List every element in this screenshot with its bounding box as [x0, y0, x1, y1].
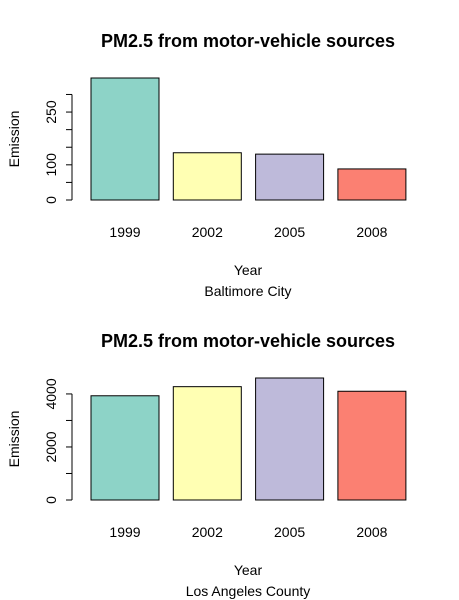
chart-2-category-label: 2002 [192, 524, 223, 540]
chart-1-category-labels: 1999 2002 2005 2008 [109, 224, 387, 240]
chart-1-ylabel: Emission [6, 111, 22, 168]
chart-panel-2: PM2.5 from motor-vehicle sources Year Lo… [6, 331, 407, 599]
chart-2-bars [90, 377, 407, 501]
chart-1-bar-2005 [255, 153, 325, 201]
chart-1-category-label: 2002 [192, 224, 223, 240]
chart-2-xlabel: Year [234, 562, 263, 578]
chart-1-y-tick-label: 250 [43, 100, 59, 124]
chart-2-category-label: 1999 [109, 524, 140, 540]
chart-1-category-label: 2008 [356, 224, 387, 240]
chart-2-y-axis: 0 2000 4000 [43, 378, 73, 504]
chart-2-category-label: 2005 [274, 524, 305, 540]
chart-2-subtitle: Los Angeles County [186, 583, 311, 599]
chart-1-bars [90, 77, 407, 201]
chart-2-y-tick-label: 2000 [43, 431, 59, 462]
chart-1-xlabel: Year [234, 262, 263, 278]
chart-1-category-label: 2005 [274, 224, 305, 240]
chart-1-bar-2002 [172, 152, 242, 201]
chart-2-y-tick-label: 0 [43, 496, 59, 504]
chart-2-bar-2008 [337, 390, 407, 501]
chart-1-y-tick-label: 100 [43, 153, 59, 177]
chart-1-subtitle: Baltimore City [204, 283, 291, 299]
chart-1-category-label: 1999 [109, 224, 140, 240]
chart-1-bar-2008 [337, 168, 407, 201]
chart-1-title: PM2.5 from motor-vehicle sources [101, 31, 395, 51]
chart-2-category-label: 2008 [356, 524, 387, 540]
chart-2-bar-2002 [172, 386, 242, 501]
chart-panel-1: PM2.5 from motor-vehicle sources Year Ba… [6, 31, 407, 299]
chart-1-bar-1999 [90, 77, 160, 201]
chart-2-title: PM2.5 from motor-vehicle sources [101, 331, 395, 351]
chart-1-y-axis: 0 100 250 [43, 93, 73, 204]
chart-2-bar-1999 [90, 395, 160, 501]
chart-1-y-tick-label: 0 [43, 196, 59, 204]
chart-2-y-tick-label: 4000 [43, 378, 59, 409]
chart-2-category-labels: 1999 2002 2005 2008 [109, 524, 387, 540]
chart-2-ylabel: Emission [6, 411, 22, 468]
chart-2-bar-2005 [255, 377, 325, 501]
